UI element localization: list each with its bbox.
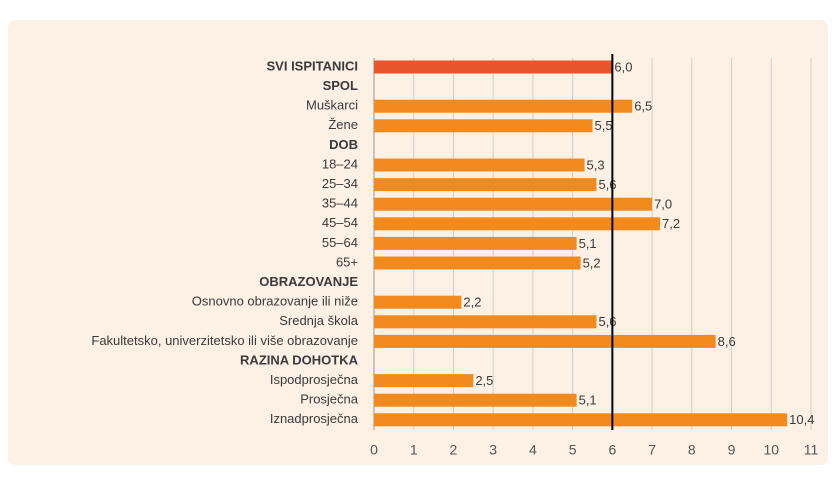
value-label: 6,5 [634,99,652,114]
value-label: 10,4 [789,412,814,427]
value-label: 8,6 [718,334,736,349]
category-label: Iznadprosječna [270,411,359,426]
x-tick-label: 0 [370,442,378,458]
x-tick-label: 10 [763,442,779,458]
category-label: 18–24 [322,156,358,171]
bar [374,158,585,172]
category-label: 55–64 [322,235,358,250]
bar [374,217,661,231]
value-label: 2,5 [475,373,493,388]
bar [374,99,633,113]
bar [374,236,577,250]
category-label: SPOL [323,78,358,93]
bar [374,60,613,74]
category-label: Ispodprosječna [270,372,359,387]
x-tick-label: 6 [608,442,616,458]
bar [374,413,788,427]
category-label: Žene [328,117,358,132]
category-label: Osnovno obrazovanje ili niže [192,294,358,309]
bar [374,295,462,309]
category-label: 35–44 [322,196,358,211]
x-tick-label: 11 [804,442,819,458]
value-label: 5,6 [598,177,616,192]
category-label: 45–54 [322,215,358,230]
bar [374,374,474,388]
x-tick-label: 9 [728,442,736,458]
category-label: RAZINA DOHOTKA [240,352,359,367]
bar [374,119,593,133]
category-label: Fakultetsko, univerzitetsko ili više obr… [91,333,358,348]
x-tick-label: 8 [688,442,696,458]
bar [374,393,577,407]
category-label: DOB [329,137,358,152]
category-label: Prosječna [300,392,359,407]
value-label: 5,2 [583,255,601,270]
category-label: Muškarci [306,98,358,113]
x-tick-label: 2 [450,442,458,458]
value-label: 5,1 [579,236,597,251]
x-tick-label: 3 [489,442,497,458]
category-label: SVI ISPITANICI [267,58,359,73]
bar [374,315,597,329]
value-label: 5,1 [579,393,597,408]
value-label: 2,2 [463,295,481,310]
value-label: 7,2 [662,216,680,231]
bar [374,334,716,348]
bar [374,197,653,211]
value-label: 5,3 [587,157,605,172]
category-label: 65+ [336,254,358,269]
x-tick-label: 5 [569,442,577,458]
value-label: 6,0 [614,59,632,74]
category-label: OBRAZOVANJE [259,274,358,289]
value-label: 5,6 [598,314,616,329]
value-label: 7,0 [654,197,672,212]
category-label: 25–34 [322,176,358,191]
x-tick-label: 1 [410,442,418,458]
bar [374,256,581,270]
bar [374,178,597,192]
x-tick-label: 4 [529,442,537,458]
value-label: 5,5 [595,118,613,133]
category-label: Srednja škola [279,313,359,328]
x-tick-label: 7 [648,442,656,458]
